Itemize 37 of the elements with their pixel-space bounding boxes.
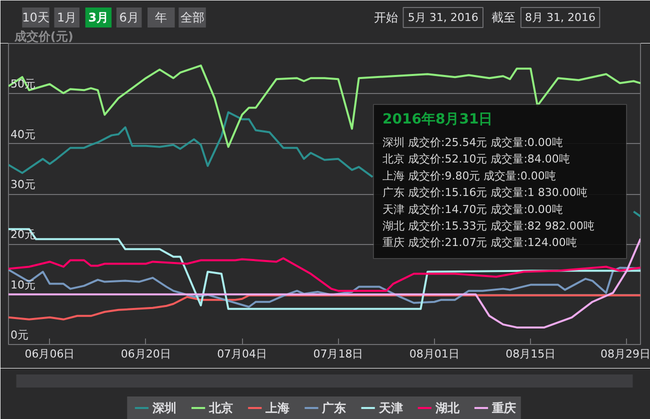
legend-label: 广东: [321, 401, 346, 415]
text: 5月 31, 2016: [408, 11, 478, 24]
text: 8月 31, 2016: [525, 11, 596, 24]
text: 截至: [491, 10, 516, 24]
legend-label: 湖北: [434, 401, 460, 415]
y-tick-label: 0元: [10, 328, 28, 342]
text: 年: [155, 10, 168, 24]
legend-label: 天津: [378, 401, 403, 415]
annotation: 重庆 成交价:21.07元 成交量:124.00吨: [382, 236, 577, 250]
y-tick-label: 10元: [10, 278, 36, 292]
annotation: 湖北 成交价:15.33元 成交量:82 982.00吨: [382, 220, 594, 232]
text: 10天: [22, 10, 50, 24]
annotation: 2016年8月31日: [382, 112, 493, 128]
text: 1月: [57, 10, 77, 24]
legend-label: 上海: [264, 401, 290, 415]
annotation: 上海 成交价:9.80元 成交量:0.00吨: [382, 169, 556, 182]
x-tick-label: 08月15日: [506, 348, 556, 360]
legend-label: 北京: [208, 401, 233, 415]
x-tick-label: 08月29日: [600, 348, 650, 360]
legend-label: 深圳: [151, 401, 176, 415]
text: 3月: [88, 10, 109, 24]
y-axis-title: 成交价(元): [13, 30, 74, 44]
text: 全部: [180, 10, 204, 24]
annotation: 北京 成交价:52.10元 成交量:84.00吨: [382, 152, 570, 166]
annotation: 深圳 成交价:25.54元 成交量:0.00吨: [382, 136, 563, 149]
annotation: 天津 成交价:14.70元 成交量:0.00吨: [382, 202, 563, 216]
y-tick-label: 30元: [10, 178, 36, 191]
x-tick-label: 06月06日: [24, 348, 75, 360]
text: 6月: [119, 10, 139, 24]
annotation: 广东 成交价:15.16元 成交量:1 830.00吨: [382, 186, 588, 200]
legend-label: 重庆: [490, 401, 516, 415]
x-tick-label: 08月01日: [409, 348, 460, 360]
y-tick-label: 40元: [10, 128, 36, 141]
text: 开始: [374, 10, 398, 24]
x-tick-label: 07月18日: [313, 348, 364, 360]
x-tick-label: 06月20日: [120, 348, 171, 360]
x-tick-label: 07月04日: [217, 348, 268, 360]
